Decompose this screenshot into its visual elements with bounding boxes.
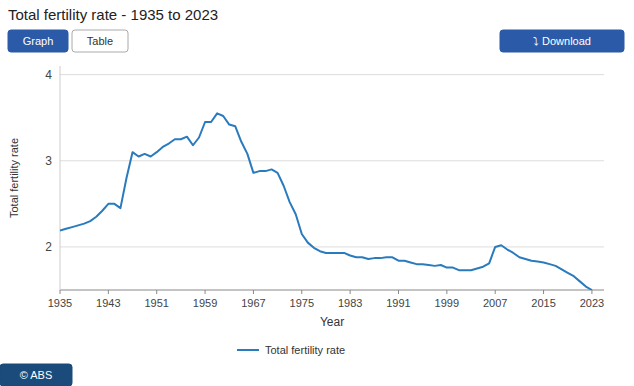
x-tick [301, 290, 302, 294]
x-axis-label: Year [320, 315, 344, 329]
y-tick-label: 3 [45, 154, 52, 168]
grid-line [60, 74, 604, 75]
x-tick [156, 290, 157, 294]
annotation-background[interactable] [500, 30, 624, 52]
annotation-box[interactable]: ⤵ Download [500, 30, 624, 52]
annotation[interactable]: Table [87, 35, 113, 47]
x-tick [495, 290, 496, 294]
grid-line [60, 246, 604, 247]
x-tick [108, 290, 109, 294]
x-tick [350, 290, 351, 294]
x-tick-label: 2015 [531, 297, 555, 309]
x-tick-label: 2007 [483, 297, 507, 309]
annotation-background[interactable] [8, 30, 68, 52]
x-tick-label: 1967 [241, 297, 265, 309]
x-tick [446, 290, 447, 294]
x-tick-label: 2023 [580, 297, 604, 309]
annotation-box: © ABS [0, 364, 72, 386]
annotation-box[interactable]: Table [72, 30, 128, 52]
y-tick-label: 4 [45, 68, 52, 82]
x-tick [205, 290, 206, 294]
x-axis-line [60, 290, 604, 291]
y-axis-label: Total fertility rate [8, 138, 20, 218]
annotation: © ABS [20, 369, 53, 381]
title: Total fertility rate - 1935 to 2023 [8, 6, 218, 23]
x-tick [398, 290, 399, 294]
grid-line [60, 160, 604, 161]
y-axis-line [60, 66, 61, 290]
x-tick [543, 290, 544, 294]
x-tick-label: 1935 [48, 297, 72, 309]
x-tick [591, 290, 592, 294]
annotation[interactable]: ⤵ Download [533, 35, 591, 47]
line [60, 113, 592, 290]
y-tick-label: 2 [45, 240, 52, 254]
x-tick-label: 1975 [290, 297, 314, 309]
chart: Total fertility rate - 1935 to 2023 Graph… [0, 0, 634, 386]
x-tick-label: 1951 [144, 297, 168, 309]
legend-swatch [237, 349, 259, 351]
legend-label: Total fertility rate [265, 344, 345, 356]
legend: Total fertility rate [237, 344, 345, 356]
x-tick [253, 290, 254, 294]
series-group [60, 113, 592, 290]
annotation-background [0, 364, 72, 386]
annotation-box[interactable]: Graph [8, 30, 68, 52]
x-tick [60, 290, 61, 294]
x-tick-label: 1991 [386, 297, 410, 309]
x-tick-label: 1999 [435, 297, 459, 309]
x-tick-label: 1943 [96, 297, 120, 309]
x-tick-label: 1959 [193, 297, 217, 309]
annotation-background[interactable] [72, 30, 128, 52]
grid [60, 75, 604, 247]
x-tick-label: 1983 [338, 297, 362, 309]
annotation[interactable]: Graph [23, 35, 54, 47]
